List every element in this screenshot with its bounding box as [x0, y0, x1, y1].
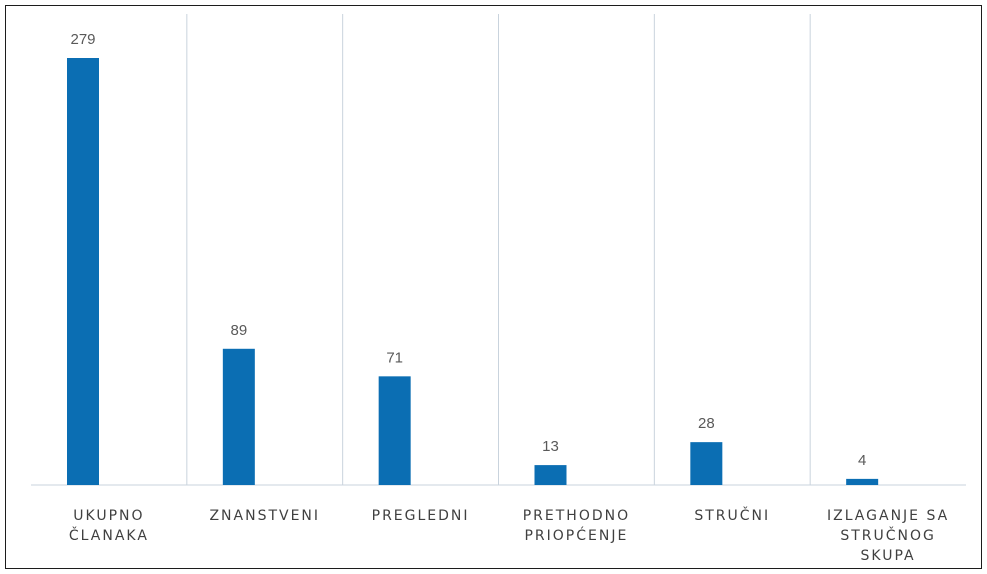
category-label: ZNANSTVENI [209, 508, 320, 524]
data-label: 89 [230, 322, 247, 339]
data-label: 4 [858, 452, 866, 469]
category-label: STRUČNI [694, 506, 770, 524]
bar [378, 376, 411, 485]
bar [846, 478, 879, 485]
category-label: SKUPA [861, 548, 916, 564]
category-label: STRUČNOG [840, 526, 936, 544]
category-label: IZLAGANJE SA [827, 508, 949, 524]
category-label: ČLANAKA [69, 526, 149, 544]
category-label: PREGLEDNI [372, 508, 470, 524]
category-label: PRIOPĆENJE [524, 526, 628, 544]
data-label: 28 [698, 415, 715, 432]
bar [222, 348, 255, 485]
bar [534, 465, 567, 485]
category-label: PRETHODNO [523, 508, 630, 524]
data-label: 71 [386, 349, 403, 366]
bar [690, 442, 723, 485]
bar-chart: 279 UKUPNO ČLANAKA 89 ZNANSTVENI 71 PREGLEDNI 1… [31, 14, 966, 564]
chart-frame: 279 UKUPNO ČLANAKA 89 ZNANSTVENI 71 PREGLEDNI 1… [5, 5, 982, 569]
data-label: 13 [542, 438, 559, 455]
data-label: 279 [70, 31, 95, 48]
category-label: UKUPNO [73, 508, 144, 524]
bar [67, 58, 99, 485]
